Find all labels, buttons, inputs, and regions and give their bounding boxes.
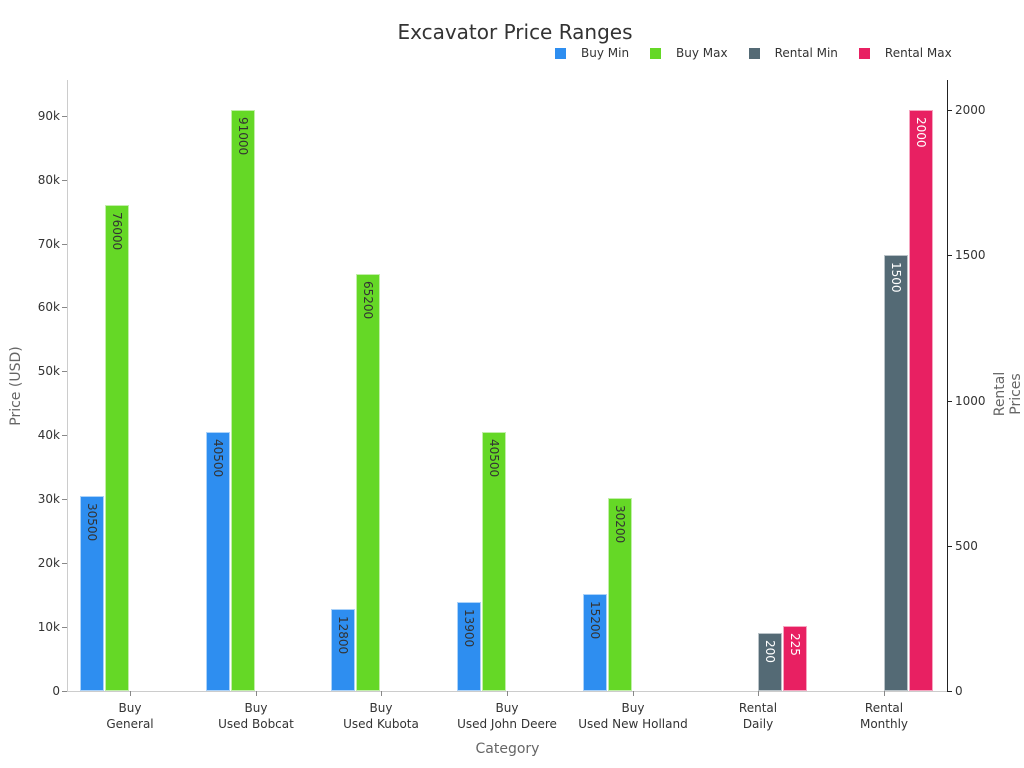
left-y-tick: 20k bbox=[0, 556, 67, 570]
legend-swatch-rental-min bbox=[748, 47, 760, 59]
bar-buy-max[interactable]: 65200 bbox=[356, 274, 380, 691]
left-y-tick: 80k bbox=[0, 173, 67, 187]
legend-swatch-buy-max bbox=[650, 47, 662, 59]
bar-rental-min[interactable]: 1500 bbox=[884, 255, 908, 691]
right-y-tick: 0 bbox=[947, 684, 1007, 698]
x-tick-buy-used-john-deere: Buy Used John Deere bbox=[427, 691, 587, 732]
right-y-axis-line bbox=[947, 80, 948, 692]
right-y-axis-label: Rental Prices bbox=[992, 371, 1024, 417]
x-tick-buy-used-new-holland: Buy Used New Holland bbox=[553, 691, 713, 732]
left-y-axis-line bbox=[67, 80, 68, 692]
left-y-tick: 30k bbox=[0, 492, 67, 506]
legend-swatch-buy-min bbox=[555, 47, 566, 59]
x-tick-buy-used-kubota: Buy Used Kubota bbox=[301, 691, 461, 732]
bar-rental-max[interactable]: 2000 bbox=[909, 110, 933, 691]
right-y-tick: 500 bbox=[947, 539, 1007, 553]
legend-item-buy-max[interactable]: Buy Max bbox=[650, 46, 728, 60]
chart-title: Excavator Price Ranges bbox=[397, 20, 633, 44]
bar-buy-max[interactable]: 91000 bbox=[231, 110, 255, 691]
left-y-tick: 10k bbox=[0, 620, 67, 634]
legend-label: Buy Min bbox=[581, 46, 630, 60]
right-y-tick: 2000 bbox=[947, 103, 1007, 117]
legend-item-rental-min[interactable]: Rental Min bbox=[748, 46, 838, 60]
left-y-tick: 40k bbox=[0, 428, 67, 442]
x-axis-label: Category bbox=[475, 741, 540, 757]
bar-buy-min[interactable]: 40500 bbox=[206, 432, 230, 691]
left-y-axis-label: Price (USD) bbox=[8, 346, 24, 426]
legend-label: Rental Max bbox=[884, 46, 952, 60]
legend-item-buy-min[interactable]: Buy Min bbox=[555, 46, 629, 60]
left-y-tick: 90k bbox=[0, 109, 67, 123]
bar-buy-min[interactable]: 30500 bbox=[80, 496, 104, 691]
bar-rental-min[interactable]: 200 bbox=[758, 633, 782, 691]
bar-buy-min[interactable]: 15200 bbox=[583, 594, 607, 691]
x-tick-buy-general: Buy General bbox=[50, 691, 210, 732]
legend-label: Rental Min bbox=[774, 46, 838, 60]
legend-item-rental-max[interactable]: Rental Max bbox=[858, 46, 952, 60]
left-y-tick: 0 bbox=[0, 684, 67, 698]
left-y-tick: 60k bbox=[0, 300, 67, 314]
bar-buy-max[interactable]: 40500 bbox=[482, 432, 506, 691]
right-y-tick: 1000 bbox=[947, 394, 1007, 408]
bar-rental-max[interactable]: 225 bbox=[783, 626, 807, 691]
left-y-tick: 50k bbox=[0, 364, 67, 378]
bar-buy-min[interactable]: 13900 bbox=[457, 602, 481, 691]
bar-buy-max[interactable]: 30200 bbox=[608, 498, 632, 691]
x-tick-buy-used-bobcat: Buy Used Bobcat bbox=[176, 691, 336, 732]
bar-buy-max[interactable]: 76000 bbox=[105, 205, 129, 691]
left-y-tick: 70k bbox=[0, 237, 67, 251]
legend: Buy Min Buy Max Rental Min Rental Max bbox=[555, 46, 973, 60]
x-tick-rental-daily: Rental Daily bbox=[678, 691, 838, 732]
legend-swatch-rental-max bbox=[858, 47, 870, 59]
right-y-tick: 1500 bbox=[947, 248, 1007, 262]
bar-buy-min[interactable]: 12800 bbox=[331, 609, 355, 691]
legend-label: Buy Max bbox=[676, 46, 728, 60]
x-tick-rental-monthly: Rental Monthly bbox=[804, 691, 964, 732]
